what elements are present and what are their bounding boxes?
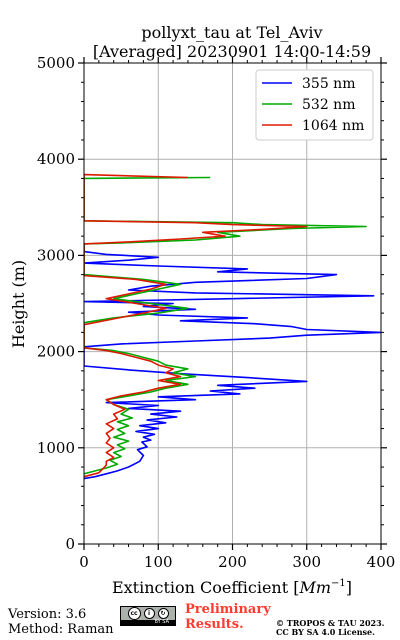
x-tick-label: 400 [367, 553, 396, 571]
y-axis-label: Height (m) [9, 260, 28, 348]
x-axis-label: Extinction Coefficient [Mm−1] [112, 578, 352, 597]
x-axis-label-unit: Mm [298, 578, 331, 597]
cc-badge-icons: cc i ↻ [121, 607, 175, 620]
x-tick-labels: 0 100 200 300 400 [79, 553, 395, 571]
series-lines [84, 173, 381, 480]
sa-icon: ↻ [157, 608, 169, 619]
y-tick-label: 3000 [37, 246, 75, 264]
copyright-notice: © TROPOS & TAU 2023. CC BY SA 4.0 Licens… [276, 619, 384, 637]
series-line-2 [84, 176, 367, 475]
preliminary-line-1: Preliminary [185, 602, 271, 617]
legend-label: 532 nm [302, 97, 355, 113]
y-tick-label: 2000 [37, 343, 75, 361]
preliminary-notice: Preliminary Results. [185, 602, 271, 632]
x-axis-label-exp: −1 [331, 578, 346, 589]
chart-title: pollyxt_tau at Tel_Aviv [141, 23, 322, 42]
axis-ticks [78, 57, 387, 550]
y-tick-label: 0 [65, 535, 75, 553]
y-tick-label: 5000 [37, 54, 75, 72]
legend: 355 nm 532 nm 1064 nm [255, 69, 374, 141]
y-tick-label: 1000 [37, 439, 75, 457]
x-axis-label-close: ] [346, 578, 352, 597]
by-icon: i [143, 608, 155, 619]
y-tick-labels: 0 1000 2000 3000 4000 5000 [37, 54, 75, 553]
x-tick-label: 0 [79, 553, 89, 571]
cc-license-badge: cc i ↻ BY SA [120, 606, 176, 626]
series-line-3 [84, 173, 308, 478]
x-axis-label-main: Extinction Coefficient [ [112, 578, 300, 597]
legend-label: 355 nm [302, 76, 355, 92]
method-text: Method: Raman [8, 622, 114, 637]
y-tick-label: 4000 [37, 150, 75, 168]
legend-box [255, 69, 374, 141]
version-text: Version: 3.6 [8, 607, 87, 622]
preliminary-line-2: Results. [185, 617, 244, 632]
x-tick-label: 100 [144, 553, 173, 571]
legend-label: 1064 nm [302, 118, 364, 134]
copyright-line-2: CC BY SA 4.0 License. [276, 627, 375, 637]
chart-subtitle: [Averaged] 20230901 14:00-14:59 [93, 42, 371, 61]
x-tick-label: 200 [218, 553, 247, 571]
copyright-line-1: © TROPOS & TAU 2023. [276, 618, 385, 628]
cc-icon: cc [127, 607, 141, 620]
x-tick-label: 300 [292, 553, 321, 571]
cc-badge-label: BY SA [121, 620, 175, 625]
